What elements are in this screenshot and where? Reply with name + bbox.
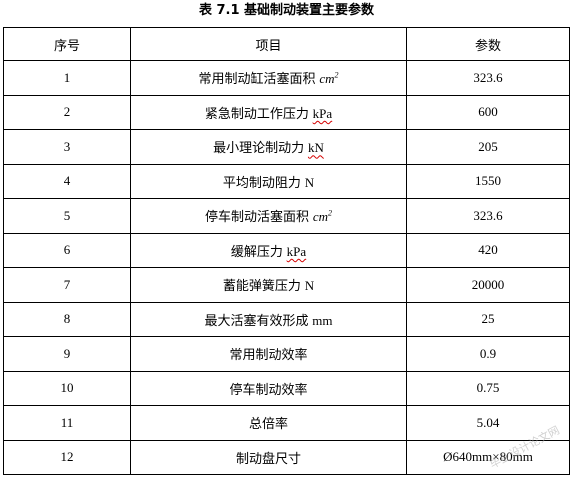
- item-label: 紧急制动工作压力: [204, 106, 309, 122]
- row-index: 12: [3, 439, 131, 475]
- unit-text: N: [304, 278, 315, 294]
- item-label: 停车制动效率: [229, 382, 308, 398]
- item-label: 常用制动效率: [229, 348, 308, 364]
- item-unit: kN: [308, 140, 324, 155]
- column-header-index: 序号: [3, 27, 131, 61]
- unit-text: kPa: [312, 105, 333, 121]
- item-unit: mm: [312, 313, 332, 328]
- row-index: 4: [3, 163, 131, 199]
- row-item: 平均制动阻力 N: [130, 163, 407, 199]
- item-label: 蓄能弹簧压力: [222, 279, 301, 295]
- row-index: 9: [3, 336, 131, 372]
- row-value: 20000: [406, 267, 570, 303]
- table-row: 7 蓄能弹簧压力 N 20000: [3, 267, 570, 303]
- unit-text: cm: [312, 209, 328, 225]
- item-unit: cm2: [313, 209, 332, 224]
- unit-superscript: 2: [334, 70, 339, 80]
- item-label: 最小理论制动力: [213, 141, 305, 157]
- table-row: 4 平均制动阻力 N 1550: [3, 163, 570, 199]
- table-row: 10 停车制动效率 0.75: [3, 370, 570, 406]
- table-row: 5 停车制动活塞面积 cm2 323.6: [3, 198, 570, 234]
- table-row: 6 缓解压力 kPa 420: [3, 232, 570, 268]
- item-unit: kPa: [313, 106, 333, 121]
- row-index: 11: [3, 405, 131, 441]
- row-item: 最小理论制动力 kN: [130, 129, 407, 165]
- row-value: 5.04: [406, 405, 570, 441]
- row-value: 0.9: [406, 336, 570, 372]
- item-label: 缓解压力: [230, 244, 283, 260]
- row-item: 蓄能弹簧压力 N: [130, 267, 407, 303]
- row-value: 600: [406, 94, 570, 130]
- item-label: 最大活塞有效形成: [204, 313, 309, 329]
- table-row: 8 最大活塞有效形成 mm 25: [3, 301, 570, 337]
- row-item: 停车制动活塞面积 cm2: [130, 198, 407, 234]
- row-value: 0.75: [406, 370, 570, 406]
- unit-text: kN: [307, 140, 324, 156]
- item-label: 平均制动阻力: [222, 175, 301, 191]
- table-row: 3 最小理论制动力 kN 205: [3, 129, 570, 165]
- row-value: 420: [406, 232, 570, 268]
- unit-text: mm: [312, 312, 333, 328]
- row-value: 1550: [406, 163, 570, 199]
- row-index: 6: [3, 232, 131, 268]
- unit-text: cm: [319, 71, 335, 87]
- table-row: 1 常用制动缸活塞面积 cm2 323.6: [3, 60, 570, 96]
- item-unit: N: [305, 175, 314, 190]
- column-header-value: 参数: [406, 27, 570, 61]
- column-header-item: 项目: [130, 27, 407, 61]
- table-row: 12 制动盘尺寸 Ø640mm×80mm: [3, 439, 570, 475]
- parameters-table: 序号 项目 参数 1 常用制动缸活塞面积 cm2 323.6 2 紧急制动工作压力 kP…: [3, 27, 570, 475]
- row-value: 323.6: [406, 60, 570, 96]
- row-value: 25: [406, 301, 570, 337]
- unit-text: kPa: [286, 243, 307, 259]
- row-item: 缓解压力 kPa: [130, 232, 407, 268]
- row-item: 停车制动效率: [130, 370, 407, 406]
- row-index: 8: [3, 301, 131, 337]
- table-row: 9 常用制动效率 0.9: [3, 336, 570, 372]
- item-label: 停车制动活塞面积: [204, 210, 309, 226]
- table-header-row: 序号 项目 参数: [3, 27, 570, 61]
- row-index: 7: [3, 267, 131, 303]
- item-label: 总倍率: [248, 417, 288, 433]
- unit-text: N: [304, 174, 315, 190]
- row-item: 制动盘尺寸: [130, 439, 407, 475]
- row-value: Ø640mm×80mm: [406, 439, 570, 475]
- row-item: 紧急制动工作压力 kPa: [130, 94, 407, 130]
- row-item: 最大活塞有效形成 mm: [130, 301, 407, 337]
- table-body: 1 常用制动缸活塞面积 cm2 323.6 2 紧急制动工作压力 kPa 600 3 最小理论…: [3, 60, 570, 475]
- unit-superscript: 2: [328, 208, 332, 218]
- table-caption: 表 7.1 基础制动装置主要参数: [198, 3, 375, 18]
- item-unit: N: [305, 278, 314, 293]
- row-item: 常用制动缸活塞面积 cm2: [130, 60, 407, 96]
- row-item: 常用制动效率: [130, 336, 407, 372]
- row-index: 2: [3, 94, 131, 130]
- item-unit: kPa: [287, 244, 307, 259]
- row-index: 3: [3, 129, 131, 165]
- item-label: 制动盘尺寸: [235, 451, 301, 467]
- row-item: 总倍率: [130, 405, 407, 441]
- row-value: 205: [406, 129, 570, 165]
- row-index: 1: [3, 60, 131, 96]
- row-index: 10: [3, 370, 131, 406]
- table-row: 11 总倍率 5.04: [3, 405, 570, 441]
- row-index: 5: [3, 198, 131, 234]
- item-label: 常用制动缸活塞面积: [198, 72, 316, 88]
- row-value: 323.6: [406, 198, 570, 234]
- table-row: 2 紧急制动工作压力 kPa 600: [3, 94, 570, 130]
- item-unit: cm2: [319, 71, 338, 86]
